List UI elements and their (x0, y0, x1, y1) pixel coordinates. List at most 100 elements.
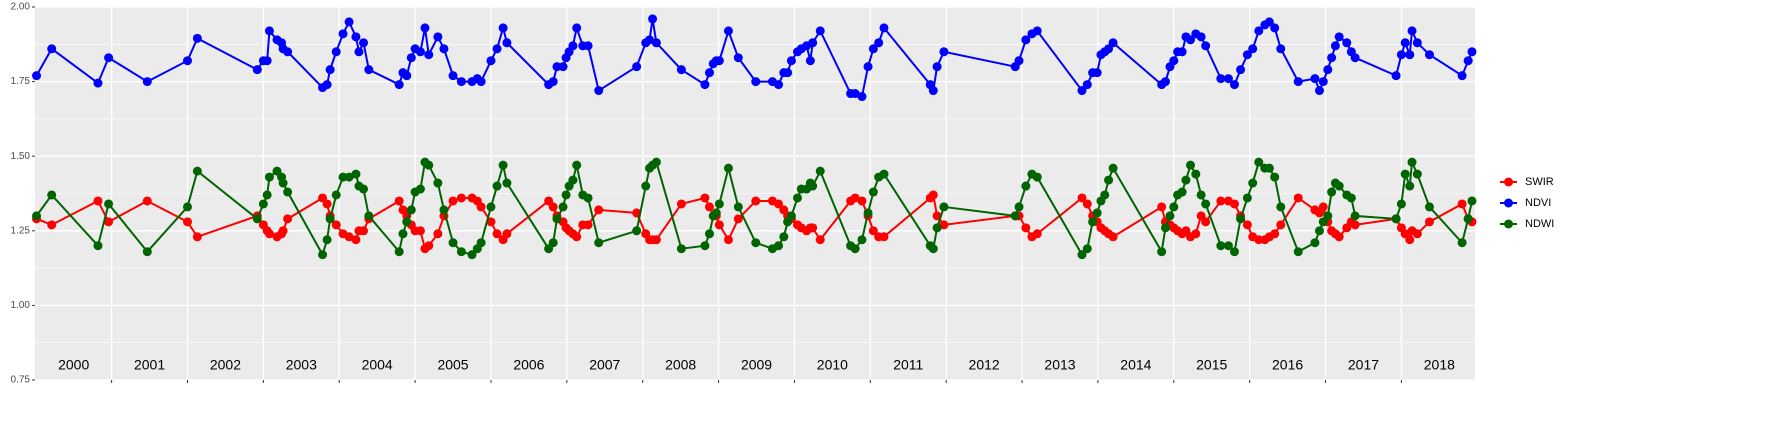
data-point (1165, 211, 1175, 221)
data-point (1457, 71, 1467, 81)
data-point (264, 229, 274, 239)
data-point (723, 235, 733, 245)
data-point (104, 53, 114, 63)
data-point (318, 250, 328, 260)
year-label: 2017 (1348, 357, 1379, 373)
data-point (1424, 202, 1434, 212)
data-point (714, 220, 724, 230)
data-point (1196, 190, 1206, 200)
data-point (476, 202, 486, 212)
data-point (439, 44, 449, 54)
data-point (1014, 202, 1024, 212)
data-point (420, 23, 430, 33)
data-point (1196, 32, 1206, 42)
year-label: 2015 (1196, 357, 1227, 373)
data-point (1323, 65, 1333, 75)
year-label: 2005 (437, 357, 468, 373)
data-point (398, 229, 408, 239)
data-point (433, 32, 443, 42)
data-point (779, 232, 789, 242)
data-point (476, 77, 486, 87)
data-point (1350, 53, 1360, 63)
data-point (415, 184, 425, 194)
data-point (863, 208, 873, 218)
data-point (879, 23, 889, 33)
data-point (1396, 199, 1406, 209)
data-point (1310, 238, 1320, 248)
data-point (104, 199, 114, 209)
data-point (325, 214, 335, 224)
data-point (939, 47, 949, 57)
data-point (364, 65, 374, 75)
data-point (651, 38, 661, 48)
data-point (1334, 232, 1344, 242)
data-point (1201, 217, 1211, 227)
data-point (456, 247, 466, 257)
data-point (572, 23, 582, 33)
data-point (338, 29, 348, 39)
data-point (774, 80, 784, 90)
data-point (751, 238, 761, 248)
data-point (1077, 193, 1087, 203)
data-point (1157, 202, 1167, 212)
data-point (1104, 175, 1114, 185)
data-point (264, 172, 274, 182)
data-point (783, 68, 793, 78)
data-point (583, 193, 593, 203)
data-point (1463, 214, 1473, 224)
data-point (1223, 241, 1233, 251)
data-point (498, 160, 508, 170)
y-tick-label: 2.00 (11, 2, 31, 13)
data-point (1032, 172, 1042, 182)
data-point (264, 26, 274, 36)
data-point (1201, 199, 1211, 209)
data-point (402, 71, 412, 81)
data-point (1270, 229, 1280, 239)
data-point (1254, 26, 1264, 36)
data-point (751, 196, 761, 206)
data-point (448, 71, 458, 81)
data-point (262, 56, 272, 66)
data-point (568, 175, 578, 185)
data-point (1082, 80, 1092, 90)
data-point (1108, 38, 1118, 48)
data-point (1264, 163, 1274, 173)
data-point (344, 17, 354, 27)
year-label: 2010 (817, 357, 848, 373)
data-point (1407, 157, 1417, 167)
data-point (1248, 178, 1258, 188)
data-point (714, 56, 724, 66)
data-point (1405, 50, 1415, 60)
year-label: 2003 (286, 357, 317, 373)
data-point (1177, 47, 1187, 57)
data-point (47, 190, 57, 200)
data-point (331, 47, 341, 57)
data-point (868, 44, 878, 54)
data-point (1160, 77, 1170, 87)
data-point (262, 190, 272, 200)
data-point (932, 223, 942, 233)
data-point (857, 196, 867, 206)
data-point (47, 44, 57, 54)
data-point (850, 193, 860, 203)
data-point (359, 184, 369, 194)
data-point (676, 65, 686, 75)
data-point (283, 47, 293, 57)
data-point (774, 199, 784, 209)
data-point (351, 235, 361, 245)
legend-label: NDWI (1525, 218, 1554, 230)
y-tick-label: 0.75 (11, 375, 31, 386)
data-point (863, 62, 873, 72)
data-point (1350, 220, 1360, 230)
data-point (558, 202, 568, 212)
data-point (1405, 235, 1415, 245)
data-point (182, 56, 192, 66)
data-point (733, 53, 743, 63)
data-point (486, 202, 496, 212)
year-label: 2011 (893, 357, 923, 373)
data-point (1242, 193, 1252, 203)
data-point (1346, 193, 1356, 203)
data-point (406, 53, 416, 63)
data-point (1405, 181, 1415, 191)
year-label: 2013 (1044, 357, 1075, 373)
